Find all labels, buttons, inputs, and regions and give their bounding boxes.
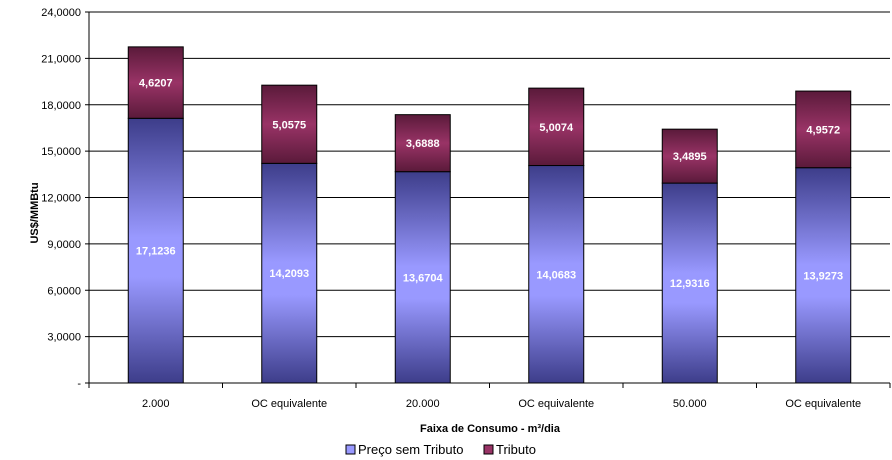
y-tick-label: 15,0000 <box>41 146 81 158</box>
axes: - 3,0000 6,0000 9,0000 12,0000 15,0000 18,0000… <box>41 7 891 410</box>
legend: Preço sem Tributo Tributo <box>345 442 536 457</box>
legend-swatch <box>345 444 356 455</box>
bar-segment-tributo <box>795 90 852 169</box>
bar-segment-preco-sem-tributo <box>261 162 318 384</box>
bar-segment-tributo <box>127 46 184 119</box>
x-tick-label: OC equivalente <box>785 398 861 410</box>
x-tick-label: 20.000 <box>406 398 440 410</box>
bar-segment-preco-sem-tributo <box>795 167 852 384</box>
bar-segment-tributo <box>661 128 718 184</box>
legend-swatch <box>483 444 494 455</box>
x-tick-label: 50.000 <box>673 398 707 410</box>
bar-segment-tributo <box>261 84 318 164</box>
data-label: 14,2093 <box>269 268 309 280</box>
data-label: 3,4895 <box>673 151 707 163</box>
bar-segment-preco-sem-tributo <box>394 171 451 384</box>
bar-segment-tributo <box>528 87 585 167</box>
bars: 17,1236 4,6207 14,2093 5,0575 13,6704 3,6888 1… <box>127 46 852 384</box>
y-axis-title: US$/MMBtu <box>29 182 41 243</box>
y-tick-label: 9,0000 <box>47 239 81 251</box>
y-tick-label: 18,0000 <box>41 100 81 112</box>
x-tick-label: 2.000 <box>142 398 170 410</box>
y-tick-label: 24,0000 <box>41 7 81 19</box>
x-tick-label: OC equivalente <box>251 398 327 410</box>
data-label: 14,0683 <box>536 269 576 281</box>
y-tick-label: 21,0000 <box>41 53 81 65</box>
data-label: 3,6888 <box>406 138 440 150</box>
data-label: 5,0074 <box>539 122 574 134</box>
bar-segment-preco-sem-tributo <box>127 117 184 384</box>
data-label: 5,0575 <box>272 119 306 131</box>
y-tick-label: 3,0000 <box>47 332 81 344</box>
x-tick-label: OC equivalente <box>518 398 594 410</box>
y-tick-label: - <box>77 378 81 390</box>
bar-segment-tributo <box>394 114 451 173</box>
data-label: 12,9316 <box>670 278 710 290</box>
legend-label: Tributo <box>496 442 536 457</box>
gridlines <box>89 11 890 338</box>
y-tick-label: 6,0000 <box>47 285 81 297</box>
y-tick-label: 12,0000 <box>41 193 81 205</box>
data-label: 13,6704 <box>403 272 444 284</box>
x-axis-title: Faixa de Consumo - m³/dia <box>420 423 561 435</box>
data-label: 4,9572 <box>806 124 840 136</box>
legend-label: Preço sem Tributo <box>358 442 464 457</box>
data-label: 4,6207 <box>139 78 173 90</box>
data-label: 17,1236 <box>136 246 176 258</box>
data-label: 13,9273 <box>803 270 843 282</box>
